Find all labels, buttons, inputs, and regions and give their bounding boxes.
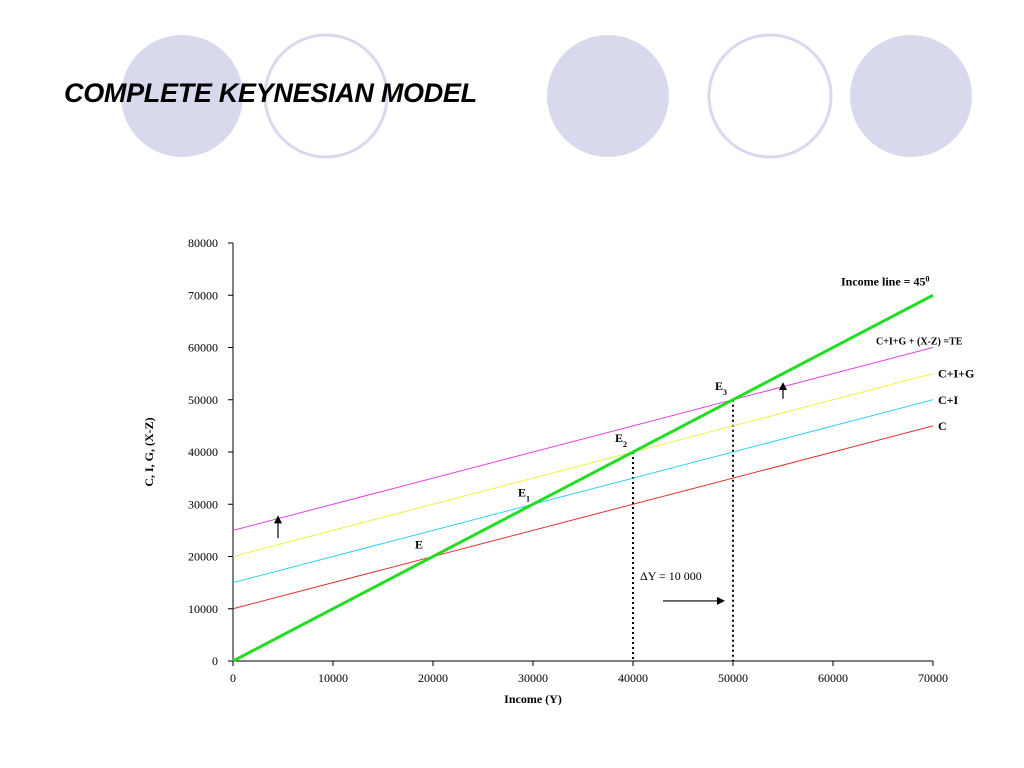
series-line-income-line-45 — [232, 293, 934, 663]
y-tick-label: 0 — [212, 654, 218, 668]
equilibrium-subscript: 3 — [723, 387, 727, 396]
series-label: C — [938, 419, 947, 433]
series-label-superscript: 0 — [926, 274, 930, 283]
x-tick-label: 20000 — [418, 671, 448, 685]
x-tick-label: 0 — [230, 671, 236, 685]
series-label: C+I+G + (X-Z) =TE — [876, 337, 963, 348]
y-tick-label: 40000 — [188, 445, 218, 459]
decor-circle-5 — [850, 35, 972, 157]
y-tick-label: 20000 — [188, 550, 218, 564]
series-line-c-i-g-x-z-te — [232, 347, 934, 531]
x-tick-label: 40000 — [618, 671, 648, 685]
equilibrium-label: E3 — [715, 379, 727, 397]
series-line-c — [232, 425, 934, 610]
equilibrium-subscript: 1 — [526, 494, 530, 503]
series-line-c-i-g — [232, 373, 934, 557]
slide-title: COMPLETE KEYNESIAN MODEL — [64, 78, 477, 108]
decor-circle-1 — [121, 35, 243, 157]
equilibrium-label: E — [415, 538, 423, 552]
x-tick-label: 50000 — [718, 671, 748, 685]
equilibrium-subscript: 2 — [623, 440, 627, 449]
y-tick-label: 30000 — [188, 497, 218, 511]
equilibrium-label: E1 — [518, 485, 530, 503]
y-tick-label: 50000 — [188, 393, 218, 407]
y-tick-label: 70000 — [188, 288, 218, 302]
y-tick-label: 10000 — [188, 602, 218, 616]
decor-circle-4 — [707, 33, 833, 159]
y-tick-label: 60000 — [188, 341, 218, 355]
equilibrium-label: E2 — [615, 431, 627, 449]
series-label: Income line = 450 — [841, 274, 930, 289]
delta-y-annotation: ΔY = 10 000 — [640, 569, 702, 583]
x-tick-label: 60000 — [818, 671, 848, 685]
series-line-c-i — [232, 399, 934, 584]
x-tick-label: 10000 — [318, 671, 348, 685]
y-tick-label: 80000 — [188, 236, 218, 250]
decor-circle-3 — [547, 35, 669, 157]
y-axis-title: C, I, G, (X-Z) — [142, 417, 156, 486]
series-label: C+I+G — [938, 367, 974, 381]
decor-circle-2 — [263, 33, 389, 159]
x-tick-label: 30000 — [518, 671, 548, 685]
x-tick-label: 70000 — [918, 671, 948, 685]
series-label: C+I — [938, 393, 959, 407]
x-axis-title: Income (Y) — [504, 692, 562, 706]
